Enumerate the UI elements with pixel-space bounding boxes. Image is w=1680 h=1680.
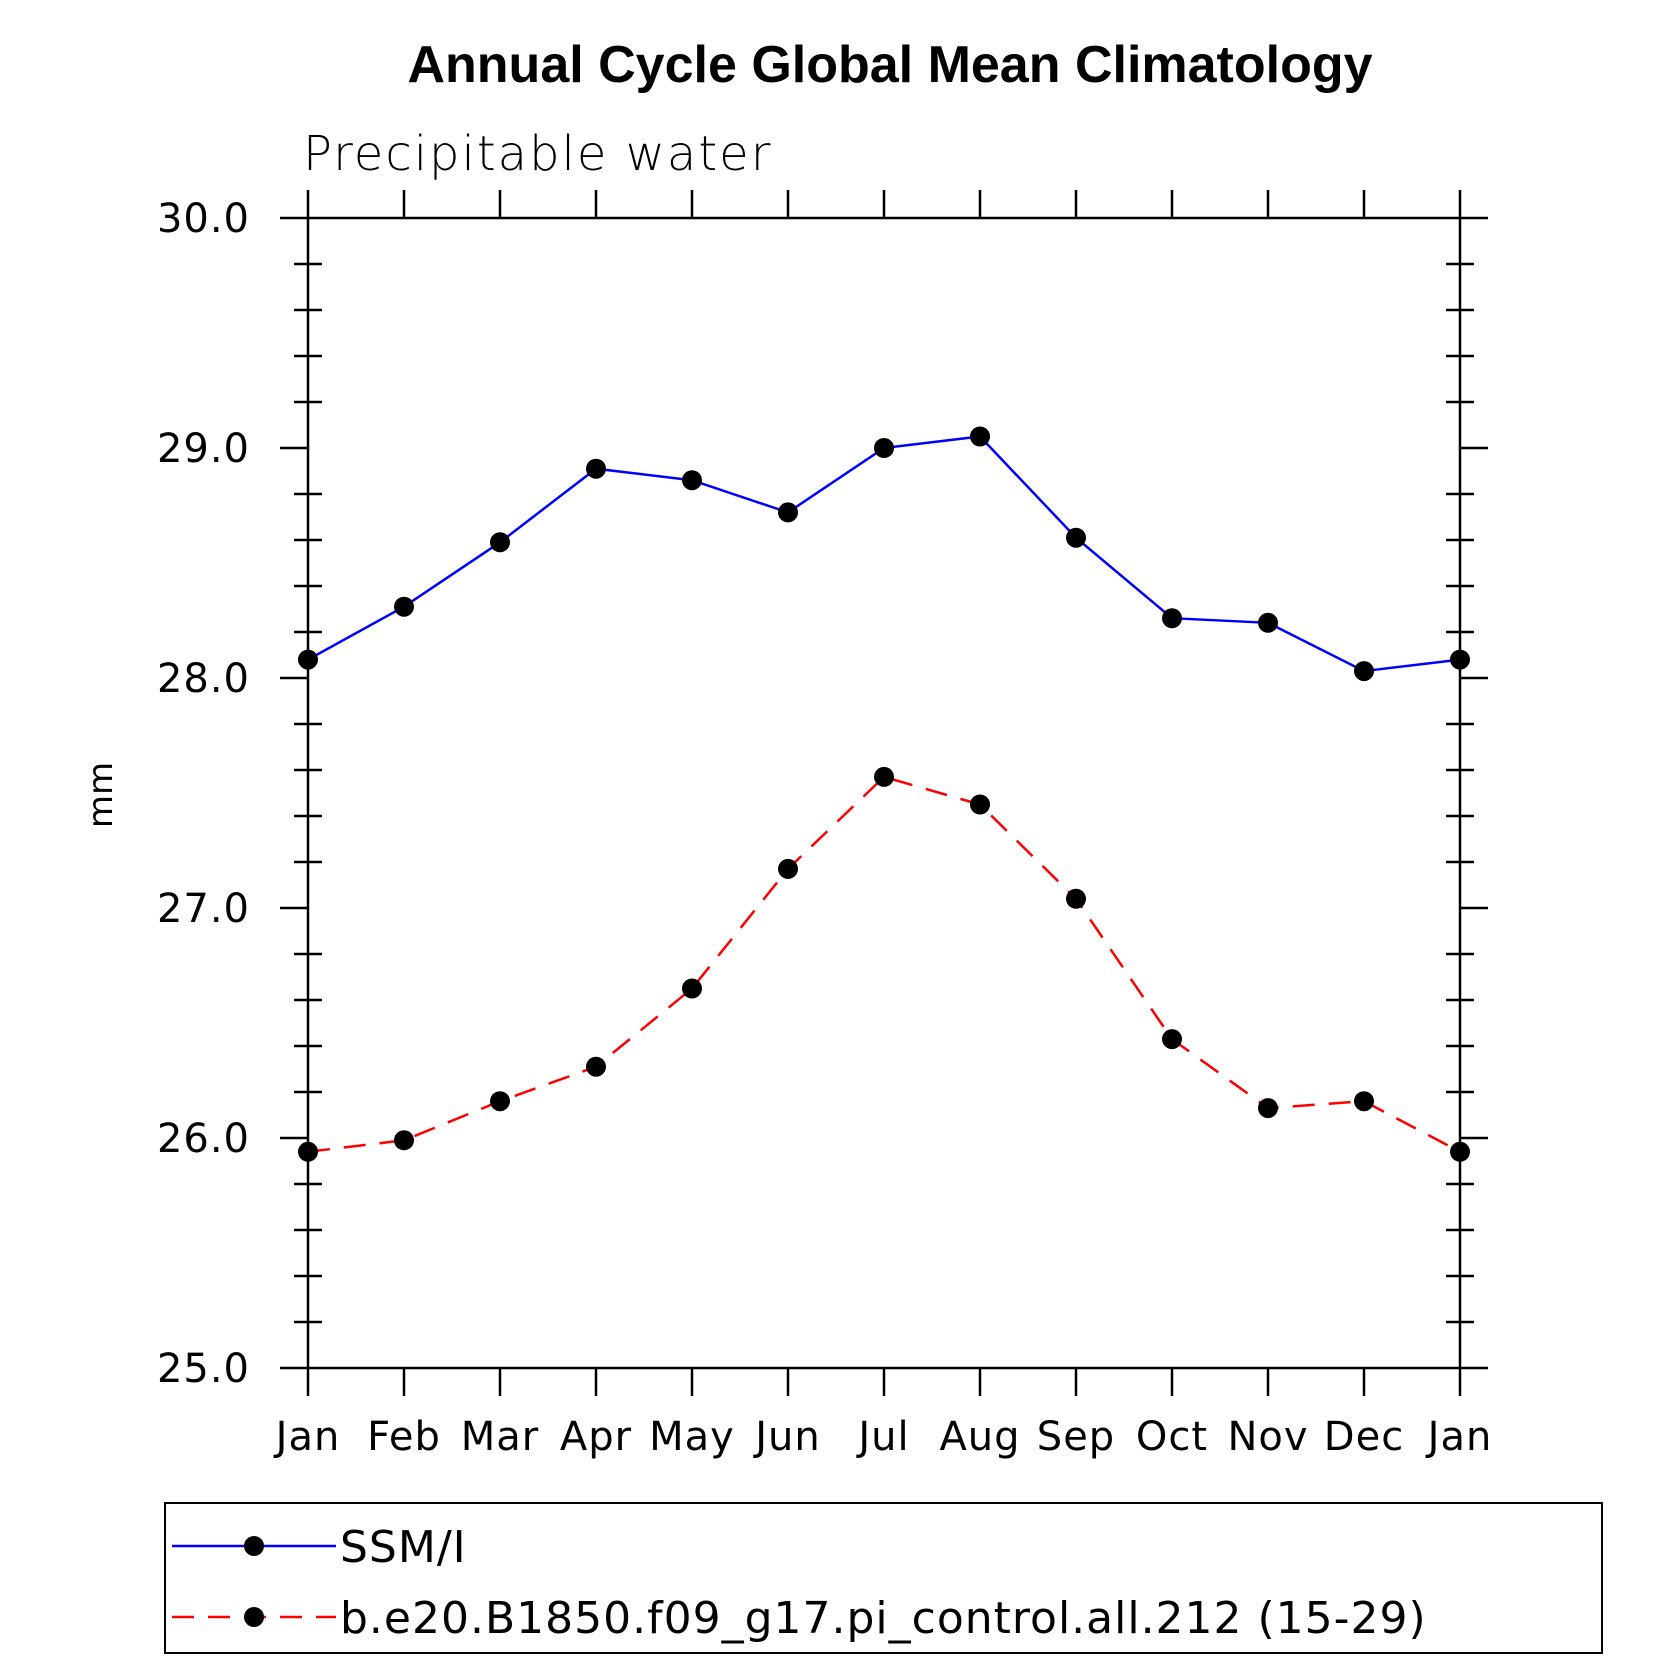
- series-1-point: [778, 502, 798, 523]
- series-2-point: [1450, 1141, 1470, 1162]
- series-1-point: [1354, 661, 1374, 682]
- y-tick-label: 27.0: [157, 886, 250, 932]
- x-tick-label: Jan: [1425, 1414, 1493, 1460]
- series-1-point: [586, 458, 606, 479]
- legend-label-2: b.e20.B1850.f09_g17.pi_control.all.212 (…: [340, 1593, 1427, 1644]
- series-1-point: [490, 532, 510, 553]
- x-tick-label: Jun: [752, 1414, 821, 1460]
- x-tick-label: Jul: [855, 1414, 909, 1460]
- series-2-point: [394, 1130, 414, 1151]
- series-line-2: [307, 775, 1461, 1154]
- axis-ticks: [280, 190, 1488, 1396]
- x-tick-label: Apr: [560, 1414, 632, 1460]
- series-1-point: [874, 438, 894, 458]
- series-1-point: [1162, 608, 1182, 629]
- series-2-point: [586, 1056, 606, 1077]
- series-2-point: [778, 858, 798, 879]
- x-tick-label: Oct: [1136, 1414, 1208, 1460]
- y-tick-label: 26.0: [157, 1116, 250, 1162]
- y-axis-label: mm: [81, 762, 121, 828]
- x-tick-label: Aug: [939, 1414, 1020, 1460]
- x-tick-label: Mar: [461, 1414, 539, 1460]
- x-tick-label: Nov: [1227, 1414, 1308, 1460]
- legend-label-1: SSM/I: [340, 1522, 467, 1573]
- series-2-point: [298, 1141, 318, 1162]
- series-2-point: [682, 978, 702, 999]
- series-2-point: [1354, 1091, 1374, 1112]
- x-tick-label: Jan: [273, 1414, 341, 1460]
- series-1-point: [970, 426, 990, 447]
- y-tick-label: 28.0: [157, 656, 250, 702]
- series-1-point: [1258, 612, 1278, 633]
- x-tick-label: May: [649, 1414, 735, 1460]
- series-1-point: [298, 649, 318, 670]
- y-tick-label: 25.0: [157, 1346, 250, 1392]
- legend-box: [164, 1502, 1603, 1654]
- series-1-point: [682, 470, 702, 491]
- x-tick-label: Feb: [367, 1414, 441, 1460]
- x-tick-label: Dec: [1324, 1414, 1404, 1460]
- series-2-point: [970, 794, 990, 815]
- chart-title: Annual Cycle Global Mean Climatology: [407, 36, 1372, 94]
- legend-marker-1: [244, 1536, 264, 1556]
- x-tick-label: Sep: [1037, 1414, 1115, 1460]
- y-tick-label: 30.0: [157, 196, 250, 242]
- series-2-point: [1066, 888, 1086, 909]
- series-2-point: [1162, 1029, 1182, 1050]
- series-1-point: [1066, 527, 1086, 548]
- series-1-point: [1450, 649, 1470, 670]
- legend-marker-2: [244, 1607, 264, 1627]
- series-2-point: [874, 766, 894, 787]
- series-2-point: [490, 1091, 510, 1112]
- axis-tick-labels: Jan Feb Mar Apr May Jun Jul Aug Sep Oct Nov Dec Jan 2…: [157, 196, 1493, 1460]
- plot-frame: [306, 216, 1462, 1370]
- series-1-point: [394, 596, 414, 617]
- series-2-point: [1258, 1098, 1278, 1119]
- series-layer: [298, 426, 1470, 1162]
- series-line-1: [307, 435, 1461, 673]
- y-tick-label: 29.0: [157, 426, 250, 472]
- chart-subtitle: Precipitable water: [303, 126, 772, 182]
- legend: SSM/I b.e20.B1850.f09_g17.pi_control.all.…: [172, 1522, 1427, 1644]
